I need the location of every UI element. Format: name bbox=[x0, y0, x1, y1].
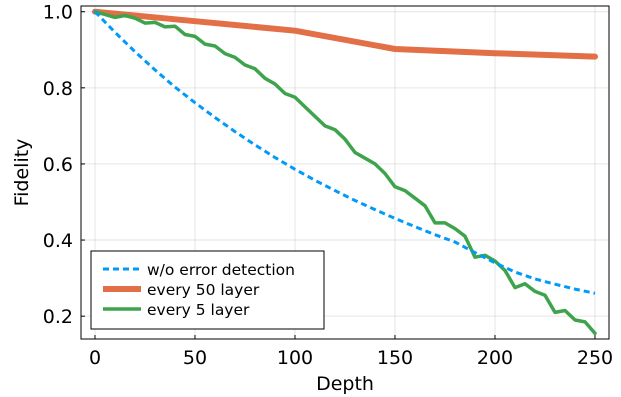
series-line-2 bbox=[93, 9, 597, 336]
x-tick-label: 250 bbox=[577, 347, 613, 369]
legend-label-0: w/o error detection bbox=[147, 261, 295, 279]
x-tick-label: 50 bbox=[183, 347, 207, 369]
axis-ticks: 0 50 100 150 200 250 0.2 0.4 0.6 0.8 1.0 bbox=[43, 2, 613, 369]
legend-label-2: every 5 layer bbox=[147, 301, 250, 319]
series-line-1 bbox=[92, 8, 598, 60]
legend-label-1: every 50 layer bbox=[147, 281, 260, 299]
series-layer bbox=[92, 8, 598, 336]
y-tick-label: 1.0 bbox=[43, 2, 73, 24]
y-axis-label: Fidelity bbox=[11, 139, 33, 207]
x-tick-label: 200 bbox=[477, 347, 513, 369]
x-tick-label: 150 bbox=[377, 347, 413, 369]
x-tick-label: 0 bbox=[89, 347, 101, 369]
plot-frame bbox=[80, 5, 610, 340]
y-tick-label: 0.2 bbox=[43, 306, 73, 328]
x-axis-label: Depth bbox=[316, 373, 374, 395]
x-tick-label: 100 bbox=[277, 347, 313, 369]
y-tick-label: 0.6 bbox=[43, 154, 73, 176]
legend: w/o error detection every 50 layer every 5… bbox=[90, 250, 325, 330]
series-line-0 bbox=[93, 10, 596, 295]
y-tick-label: 0.4 bbox=[43, 230, 73, 252]
y-tick-label: 0.8 bbox=[43, 78, 73, 100]
